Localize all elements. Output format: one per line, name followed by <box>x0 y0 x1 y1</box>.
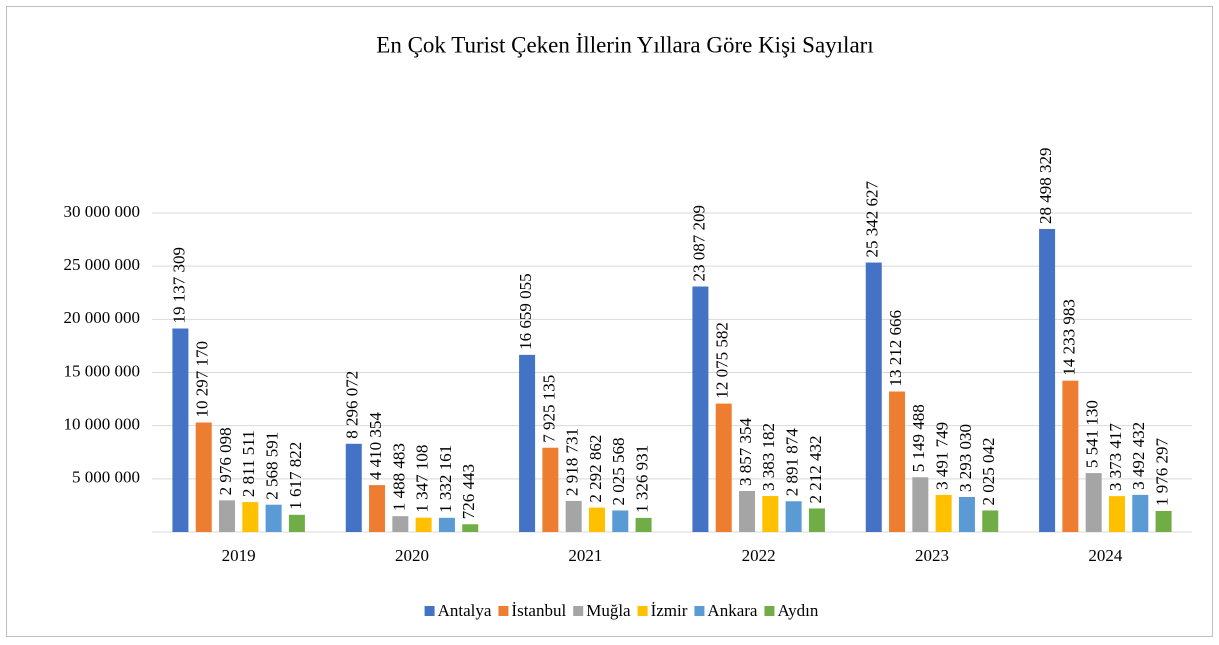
data-label: 13 212 666 <box>886 310 905 387</box>
legend-swatch <box>573 606 584 616</box>
data-label: 14 233 983 <box>1059 299 1078 376</box>
legend-swatch <box>764 606 775 616</box>
bar <box>219 500 236 532</box>
bar <box>982 510 999 532</box>
data-label: 7 925 135 <box>539 375 558 443</box>
legend-label: Aydın <box>777 601 818 620</box>
data-label: 2 918 731 <box>563 428 582 496</box>
data-label: 2 025 042 <box>979 437 998 505</box>
bar <box>462 524 479 532</box>
x-tick-label: 2024 <box>1088 546 1123 565</box>
data-label: 3 373 417 <box>1106 423 1125 492</box>
legend-label: Antalya <box>438 601 492 620</box>
data-label: 1 347 108 <box>413 445 432 513</box>
bar <box>438 517 455 532</box>
y-tick-label: 25 000 000 <box>64 255 141 274</box>
bar <box>1132 494 1149 532</box>
data-label: 28 498 329 <box>1036 147 1055 224</box>
bar <box>415 517 432 532</box>
data-label: 3 857 354 <box>736 417 755 486</box>
data-label: 3 492 432 <box>1129 422 1148 490</box>
bar <box>519 354 536 532</box>
bar <box>195 422 212 532</box>
bar <box>588 507 605 532</box>
chart-title: En Çok Turist Çeken İllerin Yıllara Göre… <box>376 32 873 57</box>
bar <box>865 262 882 532</box>
x-tick-label: 2021 <box>568 546 602 565</box>
bar <box>635 517 652 532</box>
data-label: 12 075 582 <box>713 322 732 399</box>
bar <box>1062 380 1079 532</box>
bar <box>542 447 559 532</box>
data-label: 1 488 483 <box>389 443 408 511</box>
bar <box>1108 496 1125 532</box>
bar <box>762 496 779 532</box>
data-label: 2 292 862 <box>586 435 605 503</box>
bar <box>692 286 709 532</box>
data-label: 3 293 030 <box>956 424 975 492</box>
bar <box>288 514 305 532</box>
legend-label: İstanbul <box>511 601 566 620</box>
bar <box>242 502 259 532</box>
y-tick-label: 10 000 000 <box>64 415 141 434</box>
data-label: 1 332 161 <box>436 445 455 513</box>
y-tick-label: 30 000 000 <box>64 202 141 221</box>
x-tick-label: 2023 <box>915 546 949 565</box>
data-label: 5 541 130 <box>1083 400 1102 468</box>
data-label: 23 087 209 <box>689 205 708 282</box>
bar <box>392 516 409 532</box>
data-label: 3 383 182 <box>759 423 778 491</box>
bar <box>265 504 282 532</box>
y-tick-label: 5 000 000 <box>72 468 140 487</box>
bar <box>369 485 386 532</box>
legend-swatch <box>498 606 509 616</box>
legend-swatch <box>424 606 435 616</box>
data-label: 2 891 874 <box>783 428 802 497</box>
bar <box>1039 228 1056 532</box>
data-label: 8 296 072 <box>343 371 362 439</box>
x-tick-label: 2020 <box>395 546 429 565</box>
data-label: 16 659 055 <box>516 273 535 350</box>
bar <box>739 490 756 532</box>
legend-label: İzmir <box>651 601 688 620</box>
bar <box>912 477 929 532</box>
legend-swatch <box>694 606 705 616</box>
data-label: 1 326 931 <box>632 445 651 513</box>
bar <box>889 391 906 532</box>
data-label: 25 342 627 <box>863 181 882 258</box>
data-label: 2 568 591 <box>263 432 282 500</box>
data-label: 726 443 <box>459 464 478 519</box>
bar <box>808 508 825 532</box>
legend-label: Muğla <box>586 601 631 620</box>
data-label: 2 025 568 <box>609 437 628 505</box>
bar <box>565 500 582 532</box>
x-tick-label: 2019 <box>222 546 256 565</box>
data-label: 3 491 749 <box>933 422 952 490</box>
data-label: 5 149 488 <box>909 404 928 472</box>
y-tick-label: 15 000 000 <box>64 361 141 380</box>
bar <box>715 403 732 532</box>
legend-label: Ankara <box>707 601 757 620</box>
bar <box>612 510 629 532</box>
data-label: 2 212 432 <box>806 435 825 503</box>
data-label: 1 617 822 <box>286 442 305 510</box>
data-label: 4 410 354 <box>366 412 385 481</box>
bar <box>172 328 189 532</box>
data-label: 1 976 297 <box>1152 437 1171 506</box>
data-label: 19 137 309 <box>169 247 188 324</box>
y-tick-label: 20 000 000 <box>64 308 141 327</box>
data-label: 10 297 170 <box>193 341 212 418</box>
bar <box>1085 473 1102 532</box>
data-label: 2 811 511 <box>239 430 258 497</box>
x-tick-label: 2022 <box>742 546 776 565</box>
bar <box>958 496 975 532</box>
bar <box>785 501 802 532</box>
bar <box>345 443 362 532</box>
bar <box>935 494 952 532</box>
legend-swatch <box>637 606 648 616</box>
data-label: 2 976 098 <box>216 427 235 495</box>
bar <box>1155 510 1172 532</box>
